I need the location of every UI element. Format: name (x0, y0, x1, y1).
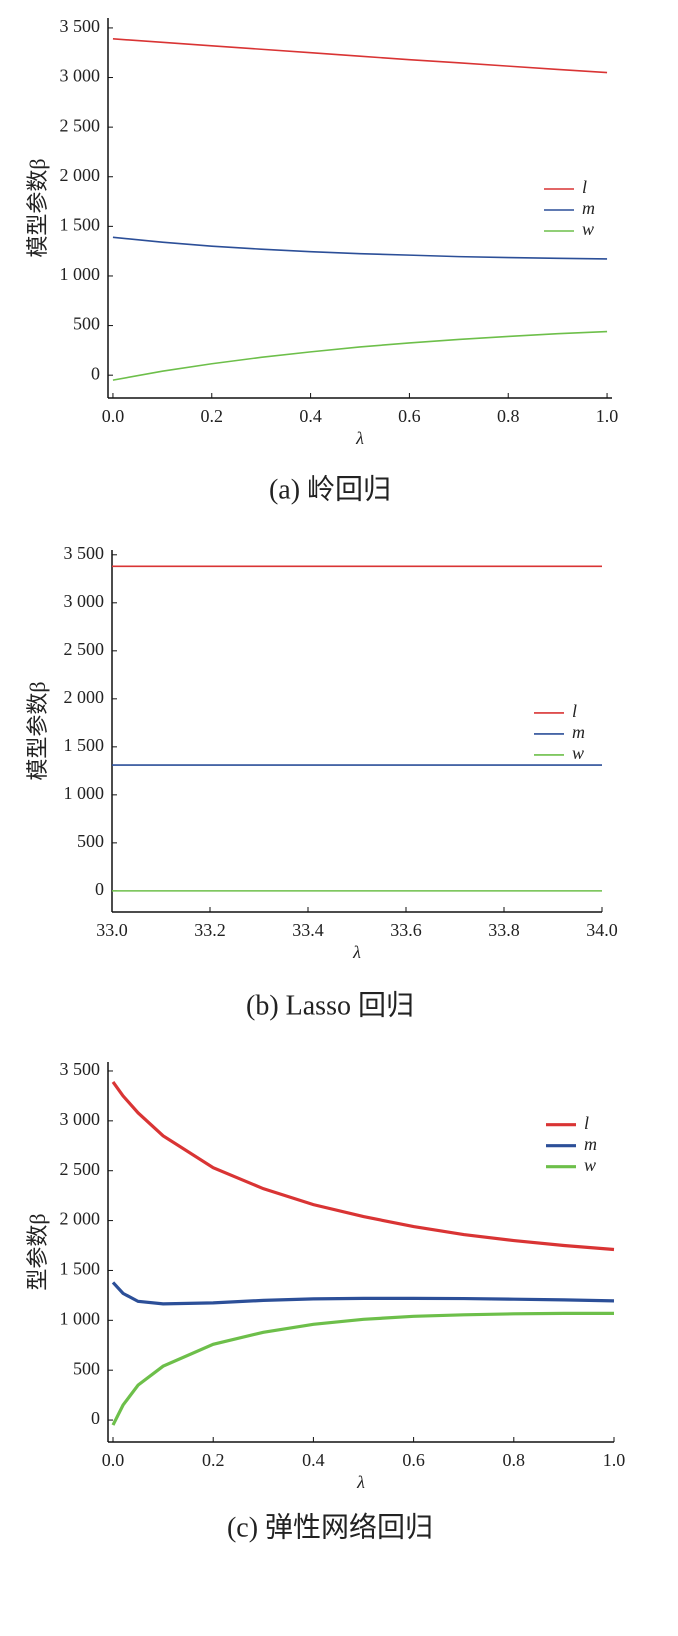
series-line (112, 330, 608, 381)
series-line (111, 1081, 615, 1252)
legend-label: m (584, 1134, 597, 1154)
y-tick-label: 2 000 (60, 1209, 101, 1229)
y-tick-label: 3 500 (60, 1059, 101, 1079)
legend-label: w (582, 219, 594, 239)
y-tick-label: 2 500 (60, 115, 101, 135)
y-tick-label: 3 000 (64, 591, 105, 611)
caption: (b) Lasso 回归 (246, 989, 414, 1021)
series-line (112, 38, 608, 74)
x-tick-label: 0.6 (402, 1450, 425, 1470)
x-tick-label: 33.0 (96, 920, 128, 940)
y-tick-label: 3 500 (60, 16, 101, 36)
y-axis-label: 模型参数β (25, 681, 50, 780)
y-tick-label: 1 000 (64, 783, 105, 803)
series-line (111, 1281, 615, 1306)
y-tick-label: 1 000 (60, 264, 101, 284)
legend-label: m (572, 722, 585, 742)
caption: (c) 弹性网络回归 (227, 1511, 433, 1543)
x-axis-label: λ (355, 428, 364, 448)
legend-label: l (572, 701, 577, 721)
series-line (112, 236, 608, 260)
y-tick-label: 1 500 (60, 214, 101, 234)
legend-label: l (582, 177, 587, 197)
y-tick-label: 2 500 (64, 639, 105, 659)
x-tick-label: 0.6 (398, 406, 421, 426)
x-tick-label: 1.0 (603, 1450, 626, 1470)
x-tick-label: 1.0 (596, 406, 619, 426)
x-tick-label: 0.0 (102, 1450, 125, 1470)
legend-label: l (584, 1113, 589, 1133)
x-tick-label: 0.8 (497, 406, 520, 426)
x-tick-label: 0.2 (201, 406, 224, 426)
y-axis-label: 模型参数β (25, 158, 50, 257)
y-tick-label: 1 000 (60, 1308, 101, 1328)
x-tick-label: 33.8 (488, 920, 520, 940)
legend-label: w (572, 743, 584, 763)
y-tick-label: 2 500 (60, 1159, 101, 1179)
x-axis-label: λ (352, 942, 361, 962)
y-tick-label: 2 000 (60, 165, 101, 185)
x-tick-label: 33.4 (292, 920, 324, 940)
y-tick-label: 0 (91, 1408, 100, 1428)
y-tick-label: 2 000 (64, 687, 105, 707)
y-tick-label: 500 (77, 831, 104, 851)
y-tick-label: 3 500 (64, 543, 105, 563)
y-axis-label: 型参数β (25, 1213, 50, 1290)
y-tick-label: 0 (95, 879, 104, 899)
x-tick-label: 0.8 (503, 1450, 526, 1470)
x-tick-label: 0.0 (102, 406, 125, 426)
x-tick-label: 33.2 (194, 920, 226, 940)
caption: (a) 岭回归 (269, 473, 391, 505)
y-tick-label: 3 000 (60, 66, 101, 86)
x-tick-label: 0.2 (202, 1450, 225, 1470)
x-tick-label: 34.0 (586, 920, 618, 940)
y-tick-label: 500 (73, 1358, 100, 1378)
y-tick-label: 3 000 (60, 1109, 101, 1129)
x-tick-label: 0.4 (302, 1450, 325, 1470)
y-tick-label: 1 500 (60, 1259, 101, 1279)
y-tick-label: 0 (91, 363, 100, 383)
y-tick-label: 1 500 (64, 735, 105, 755)
legend-label: m (582, 198, 595, 218)
y-tick-label: 500 (73, 314, 100, 334)
x-tick-label: 0.4 (299, 406, 322, 426)
series-line (111, 1311, 614, 1426)
legend-label: w (584, 1155, 596, 1175)
x-tick-label: 33.6 (390, 920, 422, 940)
x-axis-label: λ (356, 1472, 365, 1492)
